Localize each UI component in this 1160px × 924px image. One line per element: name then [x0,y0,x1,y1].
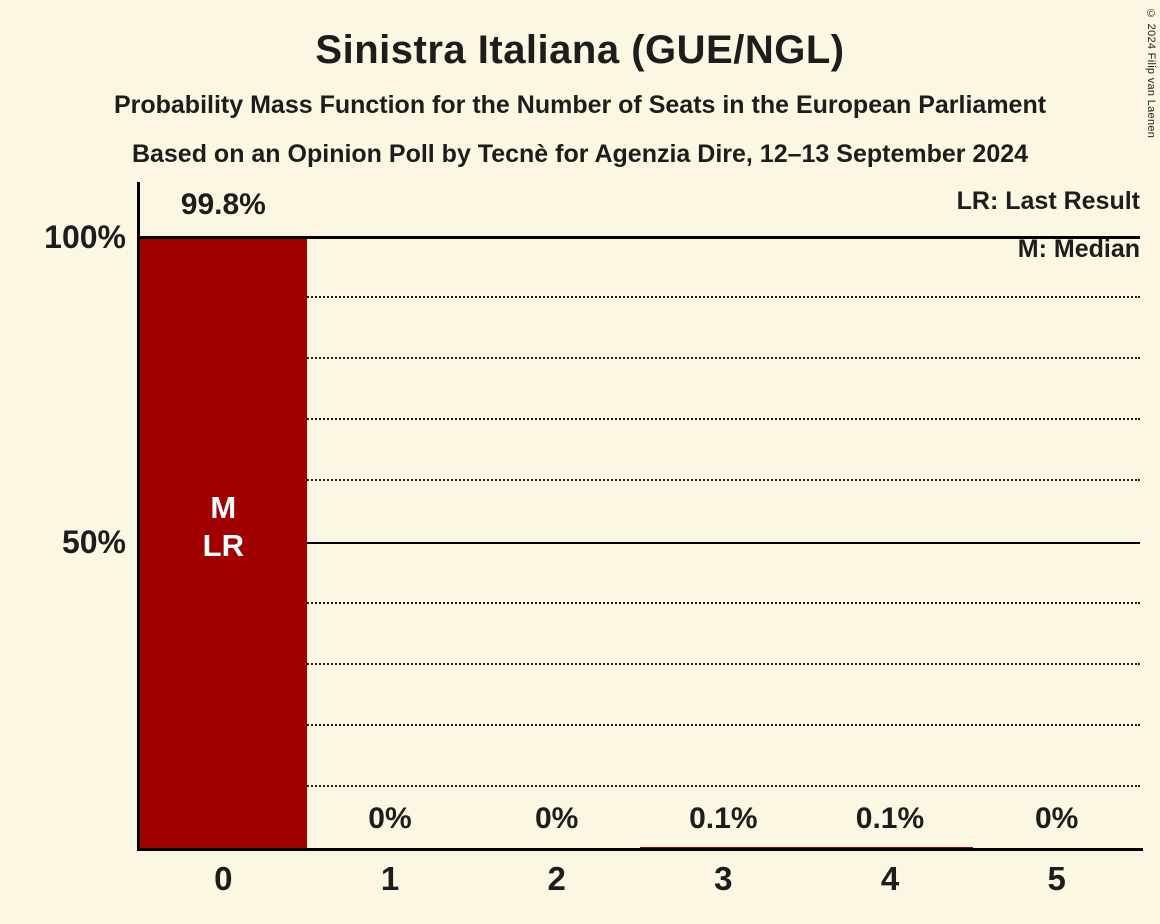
x-axis-label-3: 3 [714,860,733,897]
gridline-70pct [140,418,1140,421]
gridline-40pct [140,601,1140,604]
value-label-seats-4: 0.1% [855,802,925,835]
x-axis-label-4: 4 [880,860,900,897]
gridline-80pct [140,357,1140,360]
bar-cell-5: 0% [973,237,1140,848]
gridline-90pct [140,296,1140,299]
value-label-seats-3: 0.1% [689,802,758,835]
bar-seats-0 [140,238,307,848]
plot-area: M LR 99.8% 0% 0% 0.1% 0.1% 0% [140,188,1140,848]
solid-gridline-50pct [140,541,1140,544]
chart-subtitle-source: Based on an Opinion Poll by Tecnè for Ag… [131,140,1029,168]
x-axis-label-0: 0 [214,860,233,897]
bar-cell-0: M LR 99.8% [140,188,307,848]
y-axis-label-50: 50% [61,524,126,560]
chart-title: Sinistra Italiana (GUE/NGL) [315,28,845,72]
value-label-seats-0: 99.8% [180,188,266,221]
bar-seats-3 [640,847,807,848]
bar-seats-4 [806,847,974,848]
x-axis-line [137,848,1143,851]
value-label-seats-2: 0% [534,802,579,835]
bar-cell-4: 0.1% [806,237,974,848]
bar-annotation-median-last-result: M LR [202,490,244,563]
chart-subtitle: Probability Mass Function for the Number… [113,91,1047,119]
legend-last-result: LR: Last Result [956,187,1140,215]
value-label-seats-1: 0% [368,802,412,835]
copyright-notice: © 2024 Filip van Laenen [1145,8,1157,139]
y-axis-label-100: 100% [44,219,126,255]
solid-gridline-100pct [140,236,1140,239]
gridline-10pct [140,784,1140,787]
legend-median: M: Median [1017,235,1140,263]
x-axis-label-2: 2 [547,860,566,897]
x-axis-label-5: 5 [1047,860,1066,897]
x-axis-label-1: 1 [380,860,400,897]
bar-cell-1: 0% [307,237,474,848]
gridline-30pct [140,662,1140,665]
gridline-60pct [140,479,1140,482]
bar-cell-2: 0% [473,237,640,848]
value-label-seats-5: 0% [1034,802,1079,835]
gridline-20pct [140,723,1140,726]
bar-cell-3: 0.1% [640,237,807,848]
x-axis-labels: 0 1 2 3 4 5 [140,860,1140,898]
y-axis-line [137,182,140,851]
